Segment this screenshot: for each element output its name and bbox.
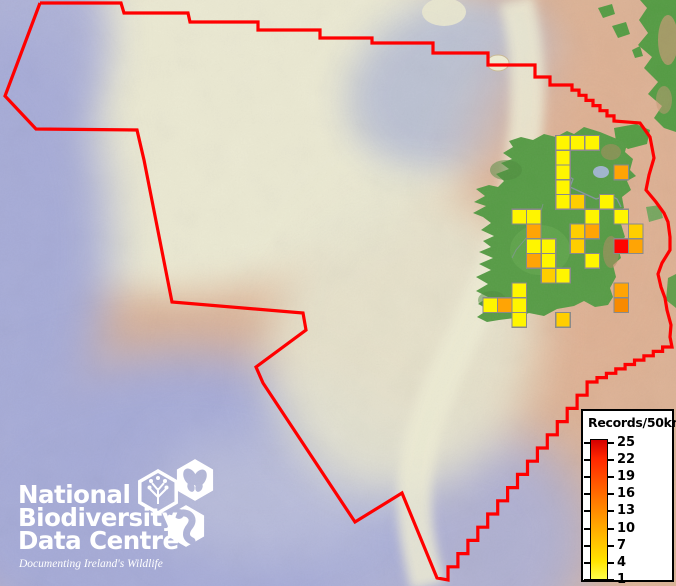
logo-line-2: Biodiversity — [18, 503, 178, 532]
grid-square — [584, 223, 601, 240]
grid-square — [613, 208, 630, 225]
grid-square — [555, 179, 571, 196]
grid-square — [511, 282, 528, 299]
grid-square — [525, 208, 542, 225]
legend-color-bar — [590, 439, 608, 580]
grid-square — [613, 297, 630, 314]
grid-square — [613, 164, 630, 181]
grid-square — [584, 208, 601, 225]
legend-value: 16 — [617, 486, 636, 502]
grid-square — [555, 164, 571, 181]
grid-square — [598, 193, 615, 210]
grid-square — [613, 282, 630, 299]
legend-tick — [608, 476, 614, 479]
legend-title: Records/50km — [588, 415, 676, 430]
legend-tick — [608, 561, 614, 564]
legend-tick — [584, 459, 590, 462]
legend-tick — [584, 544, 590, 547]
grid-square — [540, 252, 557, 269]
grid-square — [540, 267, 557, 284]
legend-tick — [584, 527, 590, 530]
legend-tick — [584, 510, 590, 513]
logo-line-3: Data Centre — [18, 526, 179, 555]
grid-square — [584, 252, 601, 269]
legend-value: 13 — [617, 503, 636, 519]
grid-square — [613, 238, 630, 255]
grid-square — [540, 238, 557, 255]
legend-tick — [584, 442, 590, 444]
legend-tick — [584, 561, 590, 564]
grid-square — [482, 297, 499, 314]
grid-square — [569, 223, 586, 240]
grid-square — [511, 311, 528, 328]
designated-area-boundary — [3, 1, 674, 582]
legend-value: 7 — [617, 537, 627, 553]
grid-square — [511, 208, 528, 225]
legend-tick — [584, 578, 590, 581]
seahorse-hexagon-icon — [167, 505, 205, 547]
grid-square — [555, 149, 571, 166]
legend-value: 4 — [617, 554, 627, 570]
legend-value: 1 — [617, 571, 627, 586]
legend-tick — [584, 476, 590, 479]
nbdc-logo: National Biodiversity Data Centre Docume… — [12, 450, 312, 584]
legend-tick — [608, 493, 614, 496]
grid-square — [627, 223, 644, 240]
logo-hexagons — [138, 459, 214, 547]
grid-square — [555, 267, 571, 284]
logo-tagline: Documenting Ireland's Wildlife — [19, 558, 163, 570]
records-grid-layer — [482, 134, 644, 328]
grid-square — [569, 193, 586, 210]
grid-square — [555, 311, 571, 328]
grid-square — [569, 134, 586, 151]
legend-value: 22 — [617, 452, 636, 468]
legend-tick — [608, 510, 614, 513]
grid-square — [584, 134, 601, 151]
butterfly-hexagon-icon — [176, 459, 214, 501]
grid-square — [497, 297, 513, 314]
grid-square — [627, 238, 644, 255]
grid-square — [525, 223, 542, 240]
legend-tick — [608, 578, 614, 581]
logo-line-1: National — [18, 480, 131, 509]
legend-panel: Records/50km 25 22 19 16 13 10 7 4 1 — [581, 409, 676, 586]
legend-tick — [584, 493, 590, 496]
grid-square — [511, 297, 528, 314]
legend-value: 10 — [617, 520, 636, 536]
legend-tick — [608, 442, 614, 444]
grid-square — [525, 252, 542, 269]
tree-hexagon-icon — [138, 468, 178, 516]
legend-tick — [608, 459, 614, 462]
grid-square — [525, 238, 542, 255]
grid-square — [555, 134, 571, 151]
grid-square — [569, 238, 586, 255]
grid-square — [555, 193, 571, 210]
legend-value: 19 — [617, 469, 636, 485]
legend-tick — [608, 527, 614, 530]
legend-value: 25 — [617, 435, 636, 450]
legend-tick — [608, 544, 614, 547]
